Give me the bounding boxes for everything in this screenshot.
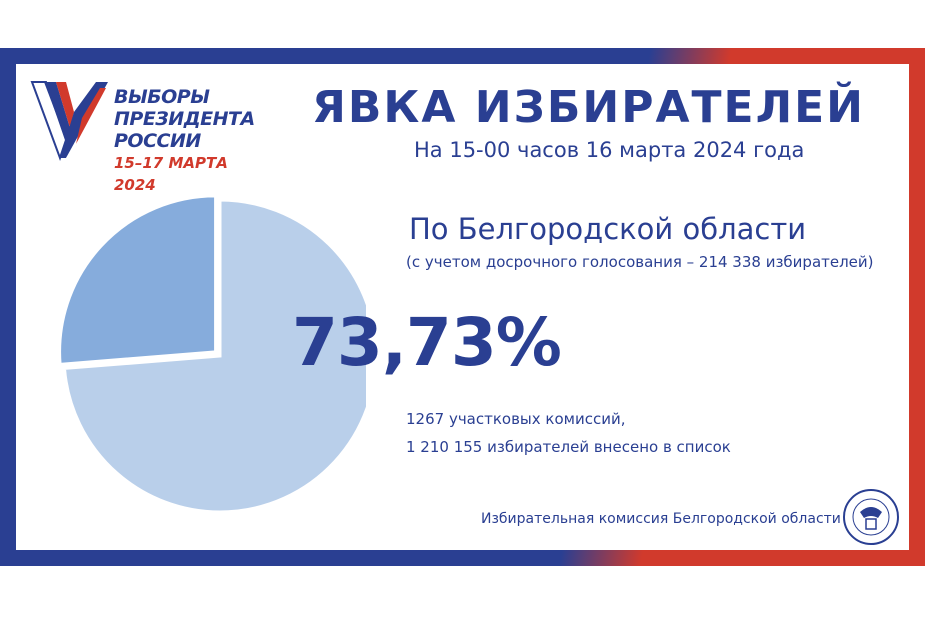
turnout-percentage: 73,73% (292, 304, 562, 381)
logo-dates: 15–17 МАРТА 2024 (114, 154, 228, 194)
logo-line-2: ПРЕЗИДЕНТА (114, 108, 255, 130)
page-subtitle: На 15-00 часов 16 марта 2024 года (414, 138, 805, 162)
region-heading: По Белгородской области (409, 212, 807, 246)
pie-slice-turnout (62, 198, 366, 514)
turnout-pie-chart (58, 194, 366, 514)
commissions-count: 1267 участковых комиссий, (406, 410, 626, 428)
early-voting-note: (с учетом досрочного голосования – 214 3… (406, 253, 874, 271)
page-title: ЯВКА ИЗБИРАТЕЛЕЙ (312, 82, 865, 133)
elections-logo: ВЫБОРЫ ПРЕЗИДЕНТА РОССИИ 15–17 МАРТА 202… (30, 78, 260, 194)
election-commission-seal-icon (843, 489, 899, 545)
logo-line-1: ВЫБОРЫ (114, 86, 210, 108)
footer-organization: Избирательная комиссия Белгородской обла… (481, 511, 841, 527)
banner-panel: ВЫБОРЫ ПРЕЗИДЕНТА РОССИИ 15–17 МАРТА 202… (16, 64, 909, 550)
voters-listed: 1 210 155 избирателей внесено в список (406, 438, 731, 456)
logo-text: ВЫБОРЫ ПРЕЗИДЕНТА РОССИИ 15–17 МАРТА 202… (114, 86, 260, 196)
banner-frame: ВЫБОРЫ ПРЕЗИДЕНТА РОССИИ 15–17 МАРТА 202… (0, 48, 925, 566)
tricolor-check-icon (30, 81, 108, 162)
logo-line-3: РОССИИ (114, 130, 201, 152)
pie-slice-remainder (58, 194, 218, 366)
